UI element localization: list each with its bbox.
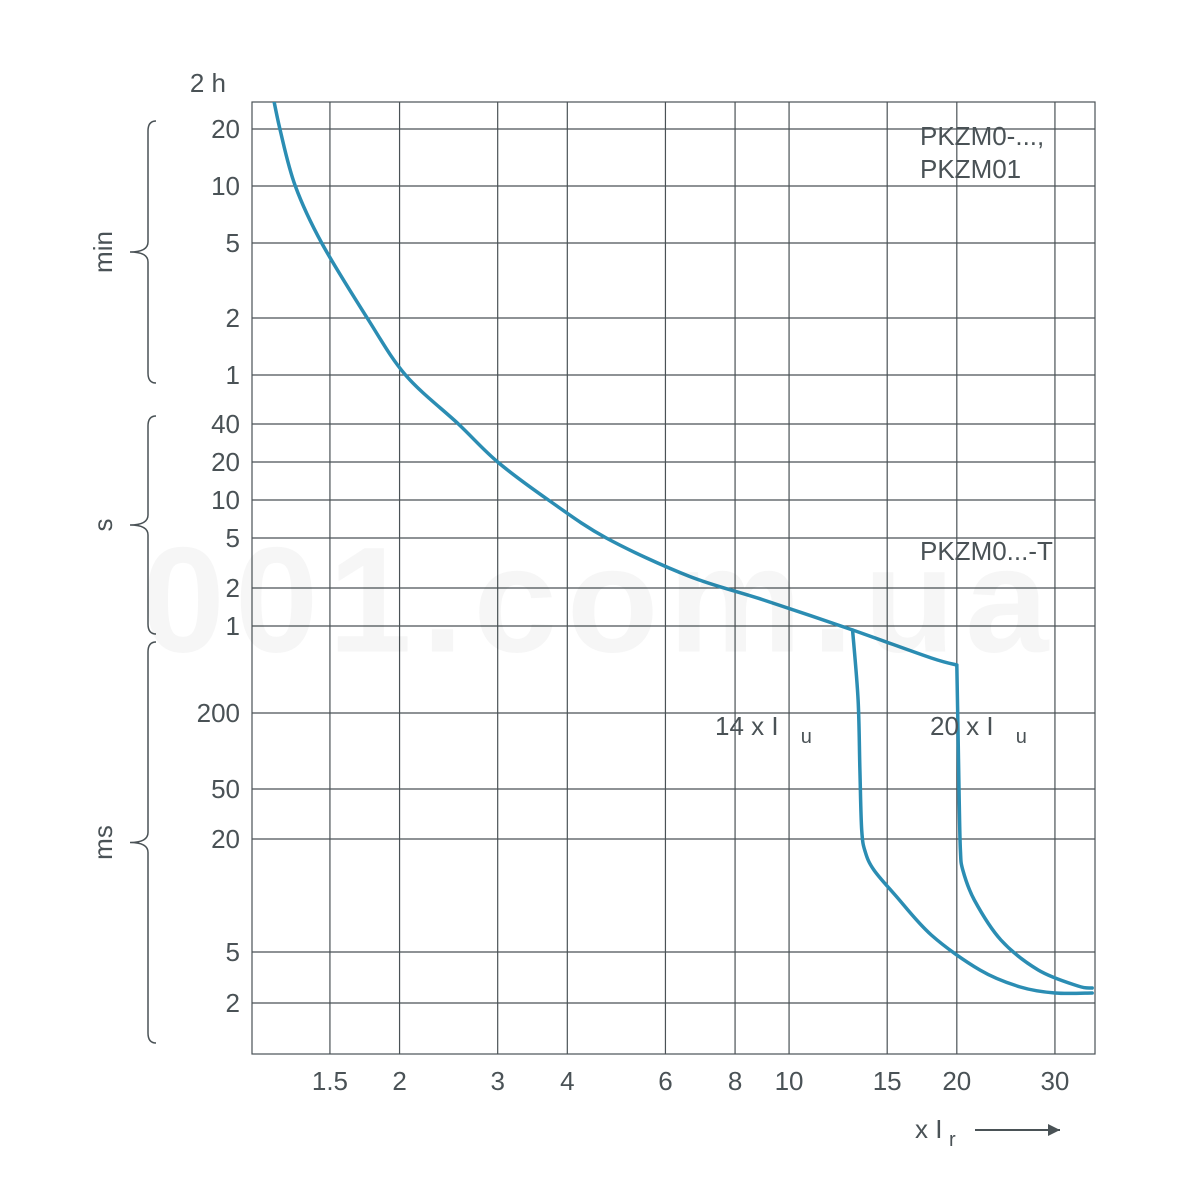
svg-text:3: 3 — [490, 1066, 504, 1096]
svg-text:15: 15 — [873, 1066, 902, 1096]
svg-text:5: 5 — [226, 937, 240, 967]
svg-text:200: 200 — [197, 698, 240, 728]
svg-text:PKZM01: PKZM01 — [920, 154, 1021, 184]
svg-text:r: r — [949, 1129, 956, 1151]
svg-text:2: 2 — [226, 988, 240, 1018]
svg-text:u: u — [1016, 726, 1027, 748]
svg-text:14 x I: 14 x I — [715, 711, 779, 741]
svg-text:2: 2 — [226, 303, 240, 333]
svg-text:40: 40 — [211, 409, 240, 439]
svg-text:PKZM0...-T: PKZM0...-T — [920, 536, 1053, 566]
svg-text:1.5: 1.5 — [312, 1066, 348, 1096]
svg-text:s: s — [88, 519, 118, 532]
trip-curve-chart: 001.com.ua 2 h20105214020105212005020521… — [0, 0, 1200, 1200]
svg-text:5: 5 — [226, 228, 240, 258]
svg-text:1: 1 — [226, 611, 240, 641]
chart-svg: 2 h 20 10 5 2 1 40 20 10 5 2 1 200 50 20 5 2 1.5 2 3 4 6 8 10 15… — [0, 0, 1200, 1200]
svg-text:2: 2 — [226, 573, 240, 603]
svg-text:2: 2 — [392, 1066, 406, 1096]
svg-text:5: 5 — [226, 523, 240, 553]
svg-text:PKZM0-...,: PKZM0-..., — [920, 121, 1044, 151]
svg-text:30: 30 — [1040, 1066, 1069, 1096]
svg-text:50: 50 — [211, 774, 240, 804]
svg-text:8: 8 — [728, 1066, 742, 1096]
svg-text:20: 20 — [942, 1066, 971, 1096]
svg-text:ms: ms — [88, 825, 118, 860]
svg-text:20: 20 — [211, 114, 240, 144]
svg-text:20 x I: 20 x I — [930, 711, 994, 741]
svg-text:6: 6 — [658, 1066, 672, 1096]
svg-text:x I: x I — [915, 1114, 942, 1144]
svg-text:1: 1 — [226, 360, 240, 390]
svg-text:10: 10 — [211, 485, 240, 515]
svg-text:4: 4 — [560, 1066, 574, 1096]
svg-text:20: 20 — [211, 824, 240, 854]
svg-text:2 h: 2 h — [190, 68, 226, 98]
svg-text:min: min — [88, 231, 118, 273]
svg-text:10: 10 — [211, 171, 240, 201]
svg-text:10: 10 — [775, 1066, 804, 1096]
svg-text:20: 20 — [211, 447, 240, 477]
svg-text:u: u — [801, 726, 812, 748]
